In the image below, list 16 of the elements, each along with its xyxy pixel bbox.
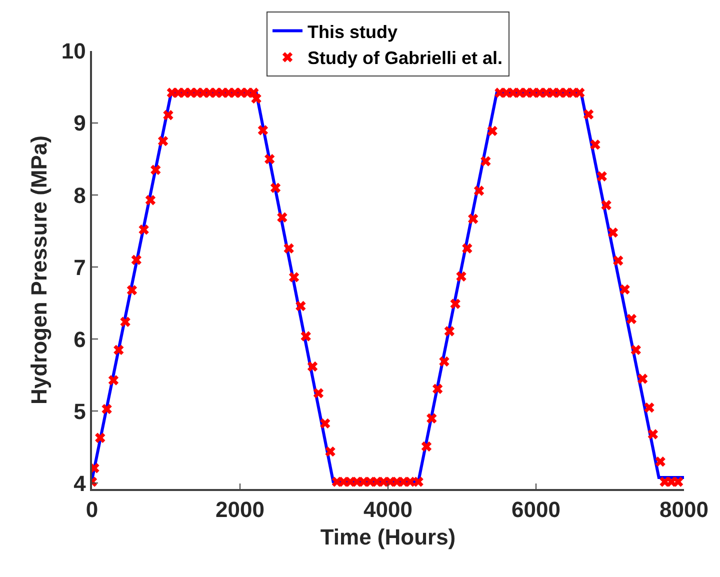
- x-tick-label: 6000: [512, 497, 560, 522]
- y-axis-title: Hydrogen Pressure (MPa): [26, 136, 52, 404]
- y-tick-label: 9: [74, 110, 86, 136]
- y-tick-label: 7: [74, 254, 86, 280]
- legend-label: This study: [308, 22, 398, 42]
- y-tick-label: 4: [74, 470, 87, 496]
- x-tick-label: 8000: [660, 497, 708, 522]
- x-axis-title: Time (Hours): [320, 524, 456, 550]
- legend-label: Study of Gabrielli et al.: [308, 48, 503, 68]
- x-tick-label: 4000: [364, 497, 412, 522]
- y-tick-label: 10: [61, 38, 86, 64]
- y-tick-label: 5: [74, 398, 86, 424]
- y-tick-label: 8: [74, 182, 86, 208]
- x-tick-label: 0: [86, 497, 98, 522]
- x-tick-label: 2000: [216, 497, 264, 522]
- y-tick-label: 6: [74, 326, 86, 352]
